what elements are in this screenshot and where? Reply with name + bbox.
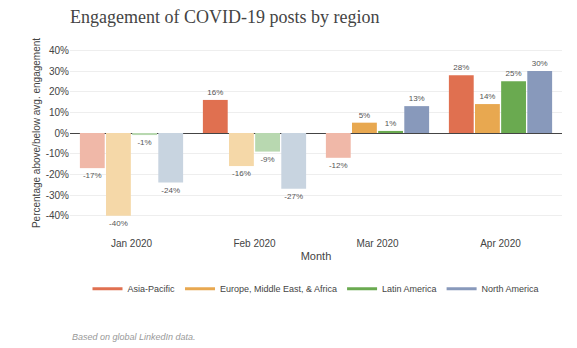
- svg-text:Europe, Middle East, & Africa: Europe, Middle East, & Africa: [220, 284, 337, 294]
- svg-text:Feb 2020: Feb 2020: [233, 238, 276, 249]
- svg-text:28%: 28%: [453, 63, 469, 72]
- svg-text:Engagement of COVID-19 posts b: Engagement of COVID-19 posts by region: [70, 7, 379, 27]
- svg-text:North America: North America: [482, 284, 539, 294]
- svg-text:40%: 40%: [49, 45, 69, 56]
- svg-text:Latin America: Latin America: [382, 284, 437, 294]
- svg-text:0%: 0%: [55, 128, 70, 139]
- svg-text:Based on global LinkedIn data.: Based on global LinkedIn data.: [72, 332, 196, 342]
- svg-text:-27%: -27%: [284, 192, 303, 201]
- svg-text:Mar 2020: Mar 2020: [356, 238, 399, 249]
- svg-text:Apr 2020: Apr 2020: [480, 238, 521, 249]
- svg-text:30%: 30%: [49, 66, 69, 77]
- svg-text:-20%: -20%: [46, 169, 69, 180]
- svg-text:Month: Month: [301, 250, 332, 262]
- svg-text:-12%: -12%: [329, 161, 348, 170]
- svg-text:30%: 30%: [532, 59, 548, 68]
- svg-text:-9%: -9%: [260, 155, 274, 164]
- svg-text:20%: 20%: [49, 86, 69, 97]
- svg-text:-30%: -30%: [46, 190, 69, 201]
- svg-text:5%: 5%: [359, 111, 371, 120]
- svg-text:-10%: -10%: [46, 148, 69, 159]
- svg-text:13%: 13%: [409, 94, 425, 103]
- svg-text:16%: 16%: [207, 88, 223, 97]
- svg-text:25%: 25%: [506, 69, 522, 78]
- svg-text:-17%: -17%: [83, 171, 102, 180]
- svg-text:-40%: -40%: [109, 219, 128, 228]
- svg-text:-40%: -40%: [46, 210, 69, 221]
- svg-text:10%: 10%: [49, 107, 69, 118]
- svg-text:14%: 14%: [479, 92, 495, 101]
- svg-text:-1%: -1%: [137, 138, 151, 147]
- svg-text:-24%: -24%: [161, 186, 180, 195]
- svg-text:Percentage above/below avg. en: Percentage above/below avg. engagement: [31, 38, 42, 228]
- svg-text:Asia-Pacific: Asia-Pacific: [128, 284, 176, 294]
- svg-text:1%: 1%: [385, 119, 397, 128]
- svg-text:-16%: -16%: [232, 169, 251, 178]
- svg-text:Jan 2020: Jan 2020: [111, 238, 153, 249]
